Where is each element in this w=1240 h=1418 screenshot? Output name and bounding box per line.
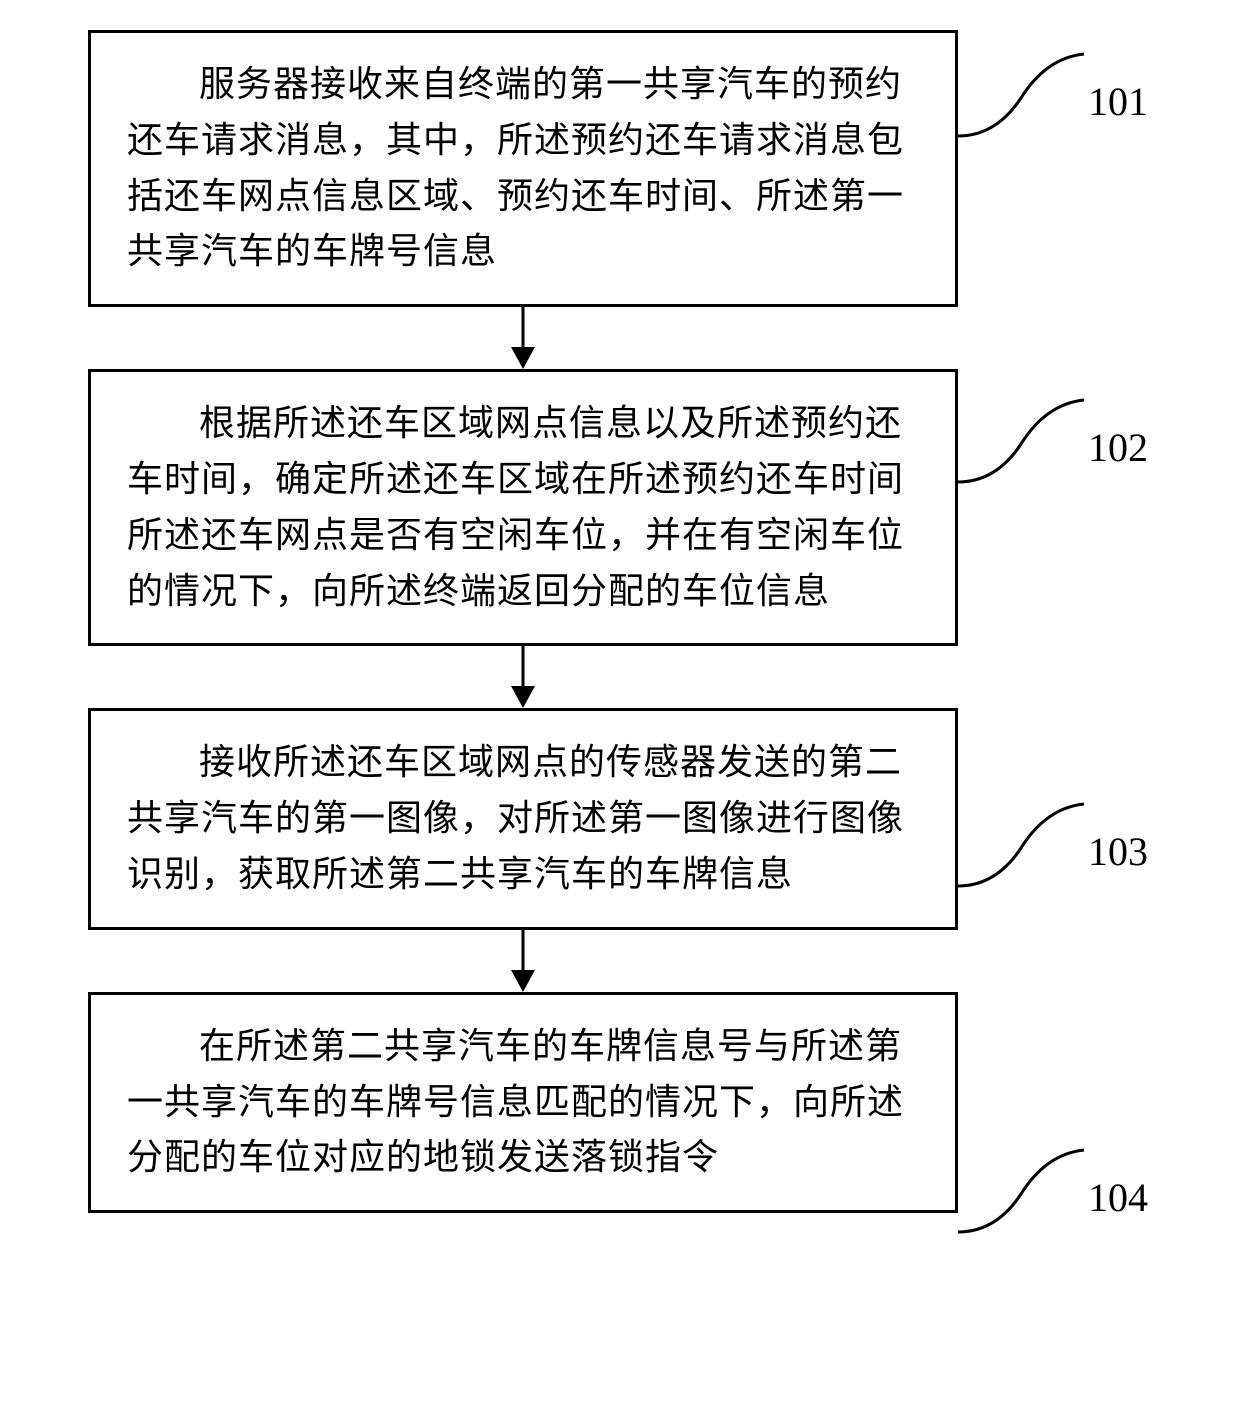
arrow-connector [88, 646, 958, 708]
arrow-down-icon [503, 646, 543, 708]
arrow-connector [88, 307, 958, 369]
flowchart-step-101: 服务器接收来自终端的第一共享汽车的预约还车请求消息，其中，所述预约还车请求消息包… [88, 30, 958, 307]
arrow-connector [88, 930, 958, 992]
flowchart-step-104: 在所述第二共享汽车的车牌信息号与所述第一共享汽车的车牌号信息匹配的情况下，向所述… [88, 992, 958, 1213]
label-connector-curve [956, 394, 1086, 484]
step-label: 102 [1088, 424, 1148, 471]
step-text: 根据所述还车区域网点信息以及所述预约还车时间，确定所述还车区域在所述预约还车时间… [127, 396, 919, 619]
label-connector-curve [956, 798, 1086, 888]
flowchart-container: 服务器接收来自终端的第一共享汽车的预约还车请求消息，其中，所述预约还车请求消息包… [88, 30, 1138, 1213]
step-text: 接收所述还车区域网点的传感器发送的第二共享汽车的第一图像，对所述第一图像进行图像… [127, 735, 919, 902]
label-connector-curve [956, 48, 1086, 138]
arrow-down-icon [503, 930, 543, 992]
step-label: 104 [1088, 1174, 1148, 1221]
step-text: 在所述第二共享汽车的车牌信息号与所述第一共享汽车的车牌号信息匹配的情况下，向所述… [127, 1019, 919, 1186]
step-label: 103 [1088, 828, 1148, 875]
step-label: 101 [1088, 78, 1148, 125]
step-text: 服务器接收来自终端的第一共享汽车的预约还车请求消息，其中，所述预约还车请求消息包… [127, 57, 919, 280]
arrow-down-icon [503, 307, 543, 369]
flowchart-step-103: 接收所述还车区域网点的传感器发送的第二共享汽车的第一图像，对所述第一图像进行图像… [88, 708, 958, 929]
flowchart-step-102: 根据所述还车区域网点信息以及所述预约还车时间，确定所述还车区域在所述预约还车时间… [88, 369, 958, 646]
label-connector-curve [956, 1144, 1086, 1234]
